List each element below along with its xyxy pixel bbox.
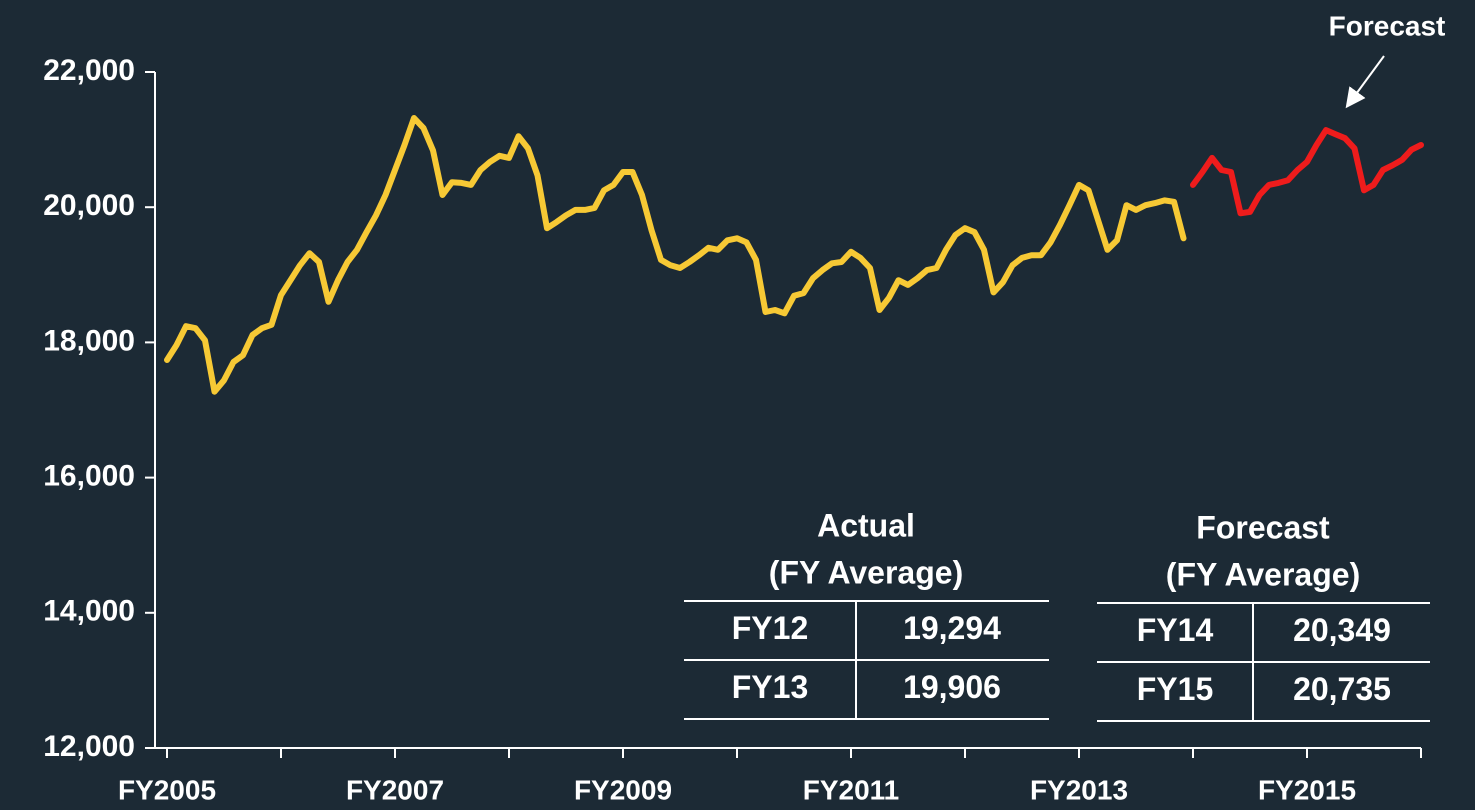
x-tick-label: FY2005 <box>118 774 216 805</box>
y-tick-label: 12,000 <box>43 730 135 763</box>
y-tick-label: 18,000 <box>43 324 135 357</box>
y-tick-label: 16,000 <box>43 460 135 493</box>
table-subtitle: (FY Average) <box>1166 556 1360 592</box>
table-cell: 19,906 <box>903 669 1001 705</box>
x-tick-label: FY2007 <box>346 774 444 805</box>
y-tick-label: 20,000 <box>43 189 135 222</box>
x-tick-label: FY2009 <box>574 774 672 805</box>
x-tick-label: FY2011 <box>803 774 900 805</box>
table-cell: FY14 <box>1137 612 1214 648</box>
table-cell: 20,349 <box>1293 612 1391 648</box>
table-title: Actual <box>817 507 915 543</box>
line-series <box>164 115 1187 395</box>
table-subtitle: (FY Average) <box>769 554 963 590</box>
table-cell: 19,294 <box>903 610 1001 646</box>
line-series <box>1190 127 1424 217</box>
y-tick-label: 22,000 <box>43 54 135 87</box>
annotation: Forecast <box>1329 10 1446 41</box>
table-cell: 20,735 <box>1293 671 1391 707</box>
x-tick-label: FY2015 <box>1258 774 1356 805</box>
table-cell: FY15 <box>1137 671 1213 707</box>
x-tick-label: FY2013 <box>1030 774 1128 805</box>
table-title: Forecast <box>1196 509 1330 545</box>
y-tick-label: 14,000 <box>43 595 135 628</box>
table-cell: FY13 <box>732 669 808 705</box>
table-cell: FY12 <box>732 610 808 646</box>
annotation-arrow <box>1345 55 1385 109</box>
